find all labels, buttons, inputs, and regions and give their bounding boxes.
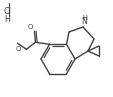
Text: H: H xyxy=(82,15,87,21)
Text: Cl: Cl xyxy=(4,7,12,16)
Text: N: N xyxy=(80,17,86,26)
Text: O: O xyxy=(16,46,21,52)
Text: O: O xyxy=(28,24,33,30)
Text: H: H xyxy=(4,15,10,24)
